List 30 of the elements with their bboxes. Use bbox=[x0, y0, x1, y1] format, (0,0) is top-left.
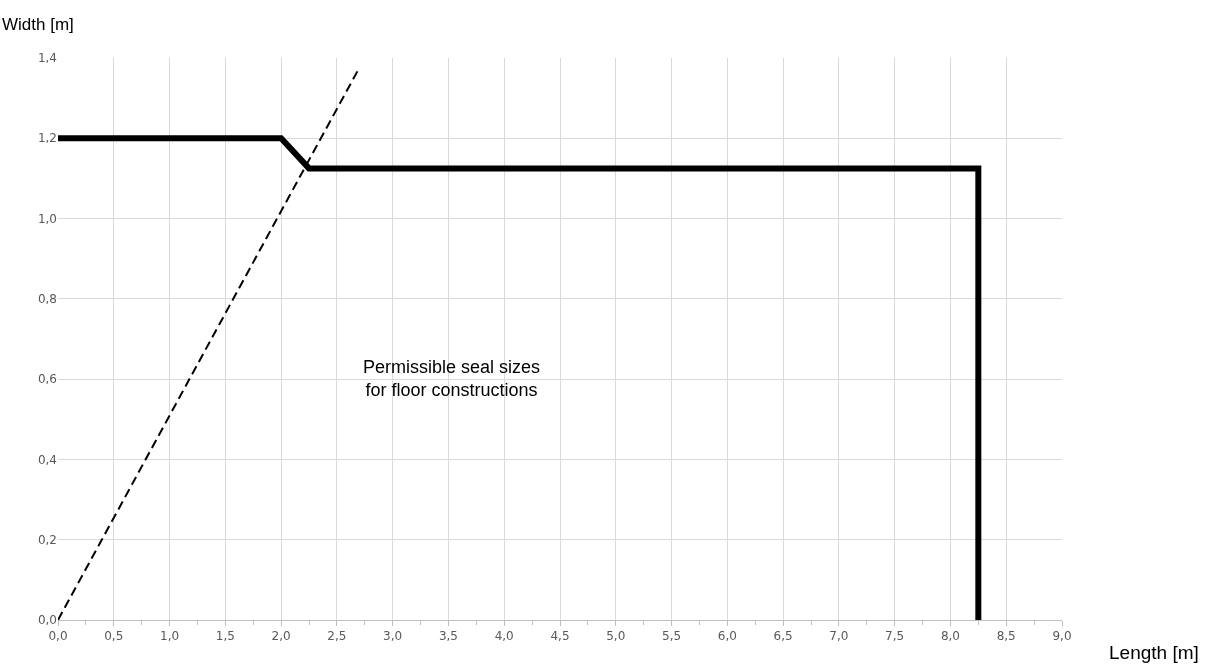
y-tick-label: 0,8 bbox=[37, 292, 57, 307]
x-tick-label: 4,0 bbox=[494, 629, 514, 644]
y-tick-label: 0,6 bbox=[37, 372, 57, 387]
y-tick-label: 1,4 bbox=[37, 51, 57, 66]
x-tick-label: 4,5 bbox=[550, 629, 570, 644]
x-tick-label: 8,0 bbox=[940, 629, 960, 644]
x-tick-label: 2,5 bbox=[327, 629, 347, 644]
x-tick-label: 1,0 bbox=[160, 629, 180, 644]
x-tick-label: 9,0 bbox=[1052, 629, 1072, 644]
x-tick-label: 8,5 bbox=[996, 629, 1016, 644]
x-tick-label: 5,5 bbox=[662, 629, 682, 644]
x-tick-label: 0,5 bbox=[104, 629, 124, 644]
x-axis-title: Length [m] bbox=[1109, 642, 1199, 663]
y-tick-label: 1,2 bbox=[37, 131, 57, 146]
x-tick-label: 0,0 bbox=[48, 629, 68, 644]
x-tick-label: 7,5 bbox=[885, 629, 905, 644]
x-tick-label: 2,0 bbox=[271, 629, 291, 644]
annotation: Permissible seal sizes for floor constructions bbox=[363, 357, 541, 401]
x-tick-label: 1,5 bbox=[215, 629, 235, 644]
x-tick-label: 3,0 bbox=[383, 629, 403, 644]
y-tick-label: 1,0 bbox=[37, 211, 57, 226]
y-axis-title: Width [m] bbox=[2, 15, 74, 34]
y-tick-label: 0,0 bbox=[37, 613, 57, 628]
y-tick-label: 0,2 bbox=[37, 532, 57, 547]
y-tick-label: 0,4 bbox=[37, 452, 57, 467]
x-tick-label: 6,5 bbox=[773, 629, 793, 644]
x-tick-label: 3,5 bbox=[438, 629, 458, 644]
x-tick-label: 6,0 bbox=[717, 629, 737, 644]
x-tick-label: 5,0 bbox=[606, 629, 626, 644]
x-tick-label: 7,0 bbox=[829, 629, 849, 644]
